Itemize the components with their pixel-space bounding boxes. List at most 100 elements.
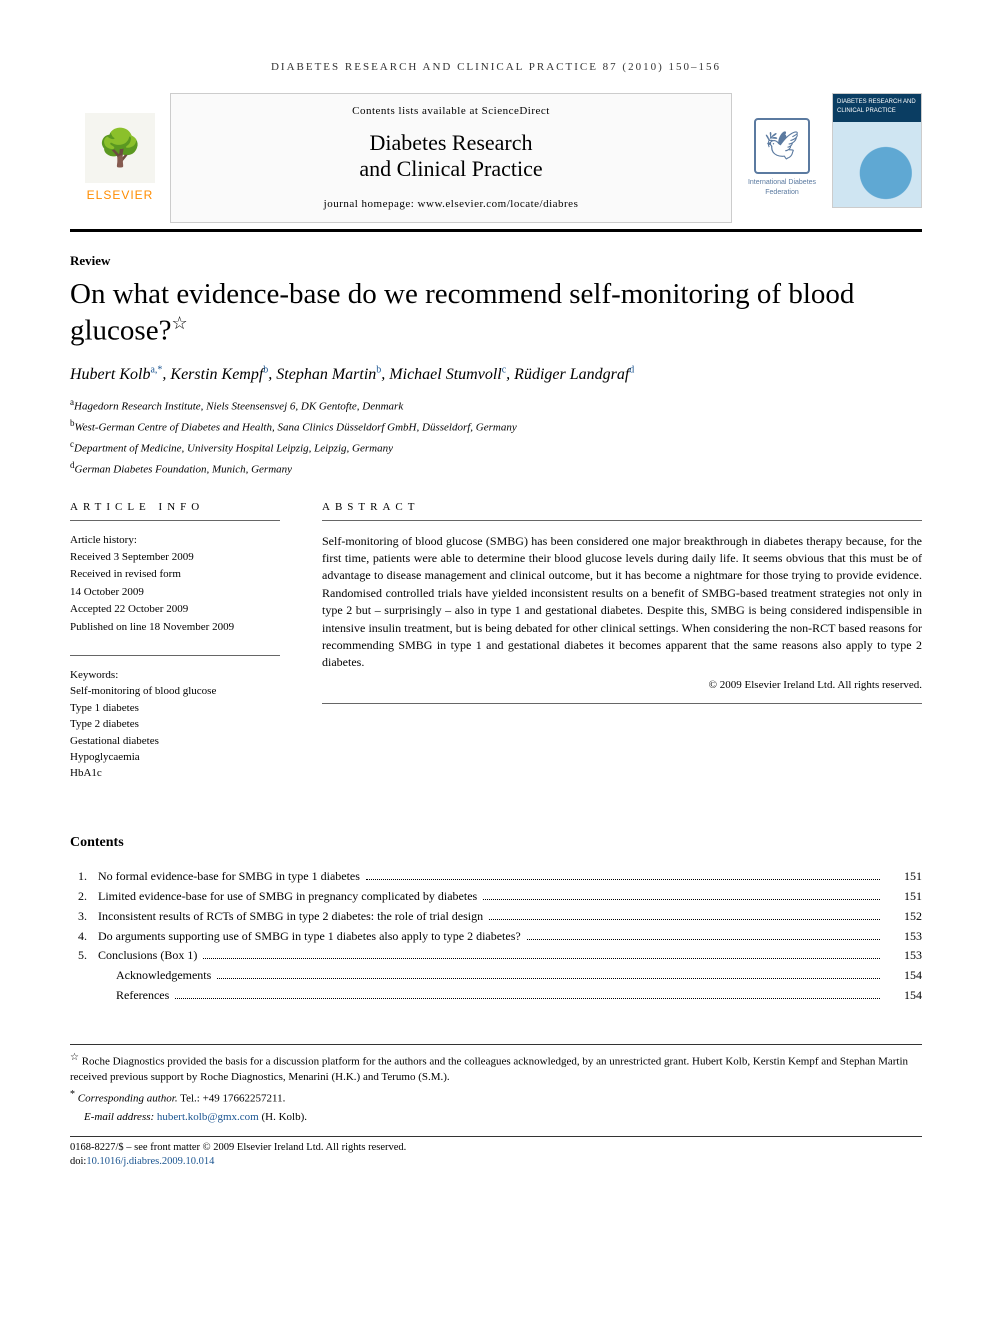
title-footnote-mark: ☆: [171, 313, 187, 333]
history-label: Article history:: [70, 533, 280, 548]
toc-page: 154: [886, 987, 922, 1004]
federation-text: International Diabetes Federation: [736, 178, 828, 198]
doi-link[interactable]: 10.1016/j.diabres.2009.10.014: [86, 1156, 214, 1167]
journal-cover-thumbnail: DIABETES RESEARCH AND CLINICAL PRACTICE: [832, 93, 922, 208]
toc-entry[interactable]: 1. No formal evidence-base for SMBG in t…: [70, 868, 922, 885]
toc-label: Conclusions (Box 1): [98, 947, 197, 964]
journal-homepage[interactable]: journal homepage: www.elsevier.com/locat…: [324, 197, 579, 212]
toc-entry[interactable]: 2. Limited evidence-base for use of SMBG…: [70, 888, 922, 905]
toc-number: 1.: [70, 868, 98, 885]
grant-footnote: ☆ Roche Diagnostics provided the basis f…: [70, 1051, 922, 1085]
contents-title: Contents: [70, 833, 922, 853]
federation-icon: 🕊: [754, 118, 810, 174]
journal-name: Diabetes Research and Clinical Practice: [359, 130, 542, 183]
toc-label: No formal evidence-base for SMBG in type…: [98, 868, 360, 885]
author-list: Hubert Kolba,*, Kerstin Kempfb, Stephan …: [70, 363, 922, 386]
banner-center: Contents lists available at ScienceDirec…: [170, 93, 732, 223]
author-affil-sup: c: [502, 364, 506, 375]
toc-page: 151: [886, 888, 922, 905]
elsevier-tree-icon: 🌳: [85, 113, 155, 183]
toc-page: 154: [886, 967, 922, 984]
affiliations: aHagedorn Research Institute, Niels Stee…: [70, 396, 922, 478]
author: Michael Stumvollc: [389, 366, 506, 383]
history-line: Accepted 22 October 2009: [70, 602, 280, 617]
history-line: 14 October 2009: [70, 585, 280, 600]
keyword: HbA1c: [70, 766, 280, 781]
toc-leader-dots: [175, 998, 880, 999]
abstract-copyright: © 2009 Elsevier Ireland Ltd. All rights …: [322, 678, 922, 693]
author: Rüdiger Landgrafd: [514, 366, 634, 383]
author-affil-sup: d: [629, 364, 634, 375]
toc-label: Inconsistent results of RCTs of SMBG in …: [98, 908, 483, 925]
author-affil-sup: a,*: [150, 364, 162, 375]
cover-title: DIABETES RESEARCH AND CLINICAL PRACTICE: [833, 94, 921, 122]
email-link[interactable]: hubert.kolb@gmx.com: [157, 1111, 259, 1123]
toc-number: 2.: [70, 888, 98, 905]
publisher-logo: 🌳 ELSEVIER: [70, 93, 170, 223]
toc-entry[interactable]: 5. Conclusions (Box 1) 153: [70, 947, 922, 964]
affiliation: aHagedorn Research Institute, Niels Stee…: [70, 396, 922, 415]
author: Hubert Kolba,*: [70, 366, 162, 383]
running-head: DIABETES RESEARCH AND CLINICAL PRACTICE …: [70, 60, 922, 75]
keyword: Self-monitoring of blood glucose: [70, 684, 280, 699]
cover-art: [833, 122, 921, 207]
affiliation: bWest-German Centre of Diabetes and Heal…: [70, 417, 922, 436]
article-info-column: ARTICLE INFO Article history: Received 3…: [70, 500, 280, 782]
issn-line: 0168-8227/$ – see front matter © 2009 El…: [70, 1141, 922, 1156]
keyword: Hypoglycaemia: [70, 750, 280, 765]
keywords-block: Keywords: Self-monitoring of blood gluco…: [70, 668, 280, 782]
imprint-block: 0168-8227/$ – see front matter © 2009 El…: [70, 1136, 922, 1170]
article-history: Article history: Received 3 September 20…: [70, 533, 280, 635]
contents-available-line: Contents lists available at ScienceDirec…: [352, 104, 550, 119]
separator-rule: [70, 229, 922, 232]
toc-leader-dots: [203, 958, 880, 959]
toc-label: Limited evidence-base for use of SMBG in…: [98, 888, 477, 905]
toc-label: Acknowledgements: [116, 967, 211, 984]
author: Stephan Martinb: [276, 366, 381, 383]
toc-leader-dots: [217, 978, 880, 979]
toc-page: 153: [886, 928, 922, 945]
toc-page: 152: [886, 908, 922, 925]
corresponding-author-footnote: * Corresponding author. Tel.: +49 176622…: [70, 1088, 922, 1107]
contents-section: Contents 1. No formal evidence-base for …: [70, 833, 922, 1004]
email-footnote: E-mail address: hubert.kolb@gmx.com (H. …: [70, 1110, 922, 1125]
toc-entry[interactable]: Acknowledgements 154: [70, 967, 922, 984]
keyword: Type 2 diabetes: [70, 717, 280, 732]
toc-label: References: [116, 987, 169, 1004]
toc-number: 3.: [70, 908, 98, 925]
author-affil-sup: b: [376, 364, 381, 375]
divider: [70, 655, 280, 656]
history-line: Published on line 18 November 2009: [70, 620, 280, 635]
keywords-label: Keywords:: [70, 668, 280, 683]
publisher-label: ELSEVIER: [87, 187, 154, 204]
toc-leader-dots: [527, 939, 880, 940]
toc-leader-dots: [489, 919, 880, 920]
journal-banner: 🌳 ELSEVIER Contents lists available at S…: [70, 93, 922, 223]
abstract-head: ABSTRACT: [322, 500, 922, 515]
affiliation: dGerman Diabetes Foundation, Munich, Ger…: [70, 459, 922, 478]
toc-entry[interactable]: 3. Inconsistent results of RCTs of SMBG …: [70, 908, 922, 925]
abstract-column: ABSTRACT Self-monitoring of blood glucos…: [322, 500, 922, 782]
footnotes: ☆ Roche Diagnostics provided the basis f…: [70, 1044, 922, 1126]
toc-page: 153: [886, 947, 922, 964]
affiliation: cDepartment of Medicine, University Hosp…: [70, 438, 922, 457]
divider: [322, 520, 922, 521]
history-line: Received 3 September 2009: [70, 550, 280, 565]
toc-label: Do arguments supporting use of SMBG in t…: [98, 928, 521, 945]
toc-leader-dots: [366, 879, 880, 880]
toc-number: 5.: [70, 947, 98, 964]
federation-logo: 🕊 International Diabetes Federation: [732, 93, 832, 223]
toc-entry[interactable]: References 154: [70, 987, 922, 1004]
keyword: Type 1 diabetes: [70, 701, 280, 716]
article-info-head: ARTICLE INFO: [70, 500, 280, 515]
divider: [70, 520, 280, 521]
article-type: Review: [70, 252, 922, 270]
history-line: Received in revised form: [70, 567, 280, 582]
author-affil-sup: b: [263, 364, 268, 375]
doi-line: doi:10.1016/j.diabres.2009.10.014: [70, 1155, 922, 1170]
article-title: On what evidence-base do we recommend se…: [70, 276, 922, 349]
divider: [322, 703, 922, 704]
keyword: Gestational diabetes: [70, 734, 280, 749]
toc-entry[interactable]: 4. Do arguments supporting use of SMBG i…: [70, 928, 922, 945]
author: Kerstin Kempfb: [170, 366, 268, 383]
